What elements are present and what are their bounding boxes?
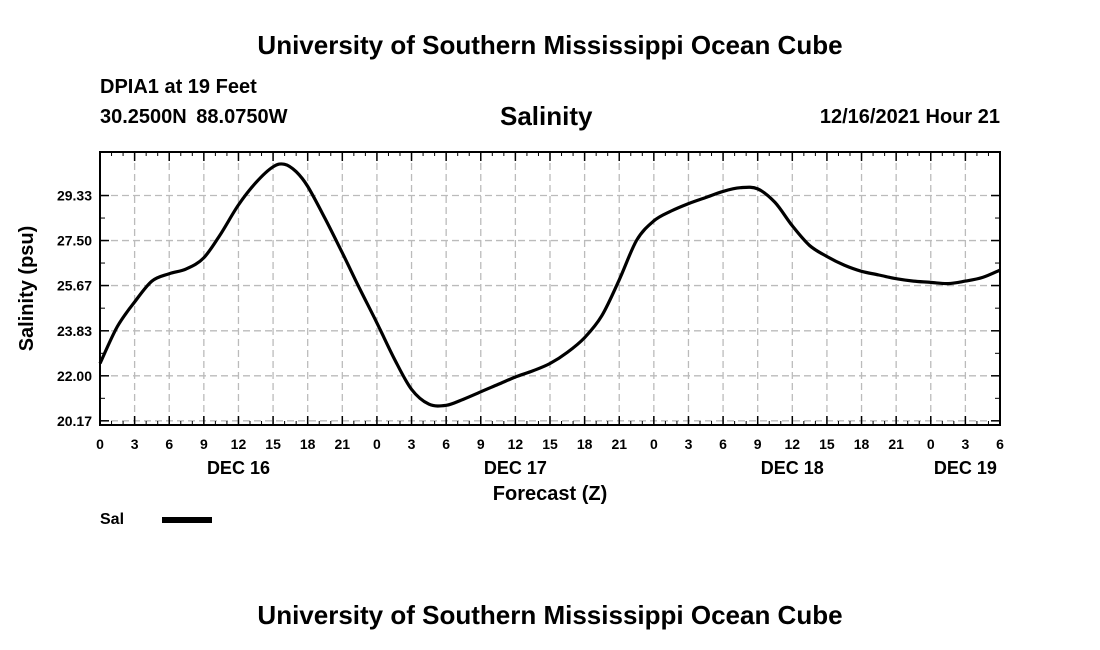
x-tick-label: 3 — [131, 436, 139, 452]
x-tick-label: 12 — [231, 436, 247, 452]
legend-line-swatch — [162, 517, 212, 523]
station-name: DPIA1 at 19 Feet — [100, 76, 257, 98]
x-tick-label: 3 — [408, 436, 416, 452]
x-tick-label: 21 — [335, 436, 351, 452]
x-tick-label: 18 — [577, 436, 593, 452]
series-layer — [98, 162, 1001, 408]
x-tick-label: 3 — [685, 436, 693, 452]
x-tick-label: 6 — [719, 436, 727, 452]
x-tick-label: 15 — [542, 436, 558, 452]
x-tick-label: 21 — [888, 436, 904, 452]
x-tick-label: 3 — [961, 436, 969, 452]
y-tick-label: 23.83 — [57, 323, 92, 339]
x-tick-label: 9 — [754, 436, 762, 452]
x-tick-label: 6 — [165, 436, 173, 452]
y-axis-title: Salinity (psu) — [16, 226, 38, 352]
legend-label: Sal — [100, 511, 125, 528]
x-tick-label: 12 — [785, 436, 801, 452]
x-tick-label: 9 — [200, 436, 208, 452]
x-tick-label: 21 — [611, 436, 627, 452]
y-tick-label: 22.00 — [57, 368, 92, 384]
x-tick-label: 0 — [650, 436, 658, 452]
x-tick-label: 12 — [508, 436, 524, 452]
y-tick-label: 25.67 — [57, 278, 92, 294]
x-tick-label: 9 — [477, 436, 485, 452]
day-label: DEC 19 — [934, 458, 997, 478]
series-line-sal — [98, 162, 1001, 408]
chart-title: Salinity — [500, 101, 593, 131]
day-label: DEC 16 — [207, 458, 270, 478]
x-tick-label: 0 — [96, 436, 104, 452]
main-title: University of Southern Mississippi Ocean… — [257, 30, 843, 60]
x-tick-label: 18 — [300, 436, 316, 452]
x-tick-label: 6 — [996, 436, 1004, 452]
x-tick-label: 0 — [927, 436, 935, 452]
x-tick-label: 15 — [819, 436, 835, 452]
x-tick-label: 15 — [265, 436, 281, 452]
y-tick-label: 29.33 — [57, 188, 92, 204]
y-tick-label: 20.17 — [57, 413, 92, 429]
forecast-time: 12/16/2021 Hour 21 — [819, 106, 1000, 128]
day-label: DEC 18 — [761, 458, 824, 478]
x-tick-label: 0 — [373, 436, 381, 452]
y-tick-label: 27.50 — [57, 233, 92, 249]
footer-title: University of Southern Mississippi Ocean… — [257, 600, 843, 630]
station-coordinates: 30.2500N 88.0750W — [100, 106, 288, 128]
tick-marks — [99, 152, 1001, 425]
x-axis-title: Forecast (Z) — [493, 483, 607, 505]
day-label: DEC 17 — [484, 458, 547, 478]
grid-lines — [100, 152, 1000, 425]
tick-labels: 0 3 6 9 12 15 18 21 0 3 6 9 12 15 18 21 0 3 6 9 12 15 18 21 0 3 6 2… — [57, 188, 1004, 478]
x-tick-label: 18 — [854, 436, 870, 452]
x-tick-label: 6 — [442, 436, 450, 452]
